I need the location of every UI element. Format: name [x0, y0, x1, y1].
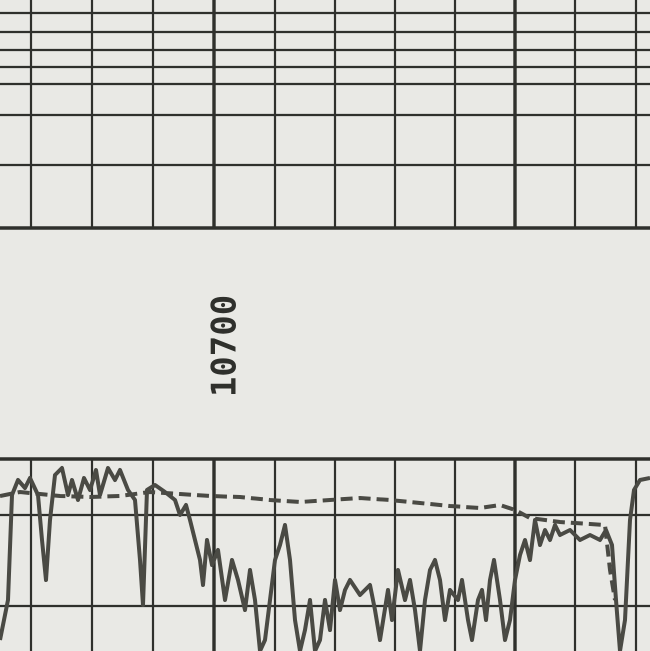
depth-label: 10700	[205, 295, 245, 397]
solid-trace	[0, 466, 650, 651]
dashed-trace	[0, 489, 617, 601]
upper-grid	[0, 0, 650, 230]
